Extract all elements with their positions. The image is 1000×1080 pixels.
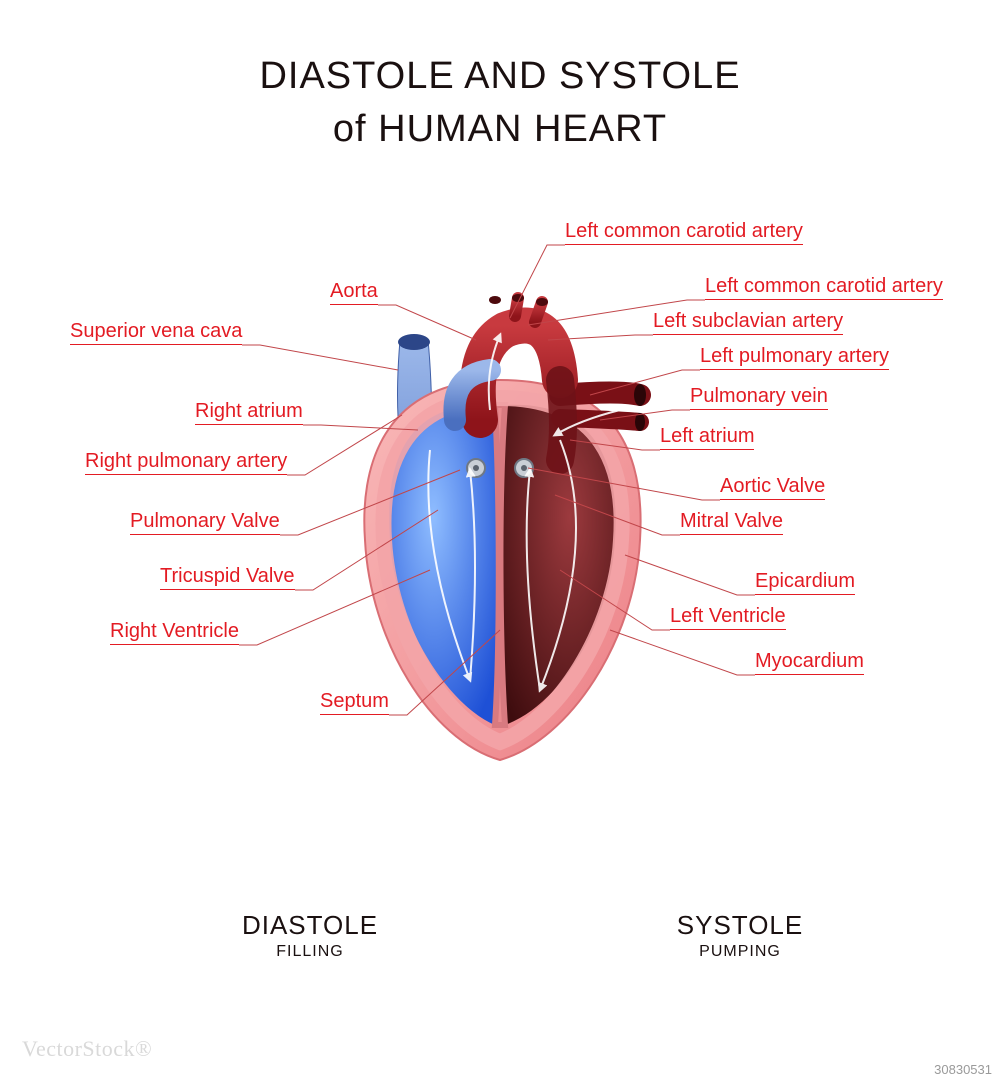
anatomy-label: Septum bbox=[320, 690, 389, 715]
anatomy-label: Right pulmonary artery bbox=[85, 450, 287, 475]
anatomy-label: Left atrium bbox=[660, 425, 754, 450]
anatomy-label: Aortic Valve bbox=[720, 475, 825, 500]
heart-diagram bbox=[0, 200, 1000, 900]
phase-systole-title: SYSTOLE bbox=[660, 910, 820, 941]
anatomy-label: Pulmonary Valve bbox=[130, 510, 280, 535]
anatomy-label: Left pulmonary artery bbox=[700, 345, 889, 370]
heart-svg bbox=[0, 200, 1000, 900]
phase-systole: SYSTOLE PUMPING bbox=[660, 910, 820, 961]
phase-systole-sub: PUMPING bbox=[660, 943, 820, 961]
title-line-1: DIASTOLE AND SYSTOLE bbox=[0, 50, 1000, 103]
watermark: VectorStock® bbox=[22, 1036, 152, 1062]
anatomy-label: Right atrium bbox=[195, 400, 303, 425]
image-id: 30830531 bbox=[926, 1059, 1000, 1080]
anatomy-label: Aorta bbox=[330, 280, 378, 305]
anatomy-label: Left common carotid artery bbox=[705, 275, 943, 300]
anatomy-label: Left common carotid artery bbox=[565, 220, 803, 245]
anatomy-label: Myocardium bbox=[755, 650, 864, 675]
anatomy-label: Left Ventricle bbox=[670, 605, 786, 630]
anatomy-label: Tricuspid Valve bbox=[160, 565, 295, 590]
anatomy-label: Mitral Valve bbox=[680, 510, 783, 535]
phase-diastole-title: DIASTOLE bbox=[230, 910, 390, 941]
title-block: DIASTOLE AND SYSTOLE of HUMAN HEART bbox=[0, 50, 1000, 156]
anatomy-label: Epicardium bbox=[755, 570, 855, 595]
anatomy-label: Superior vena cava bbox=[70, 320, 242, 345]
title-line-2: of HUMAN HEART bbox=[0, 103, 1000, 156]
anatomy-label: Right Ventricle bbox=[110, 620, 239, 645]
anatomy-label: Left subclavian artery bbox=[653, 310, 843, 335]
phase-diastole-sub: FILLING bbox=[230, 943, 390, 961]
phase-diastole: DIASTOLE FILLING bbox=[230, 910, 390, 961]
svc-opening bbox=[398, 334, 430, 350]
anatomy-label: Pulmonary vein bbox=[690, 385, 828, 410]
